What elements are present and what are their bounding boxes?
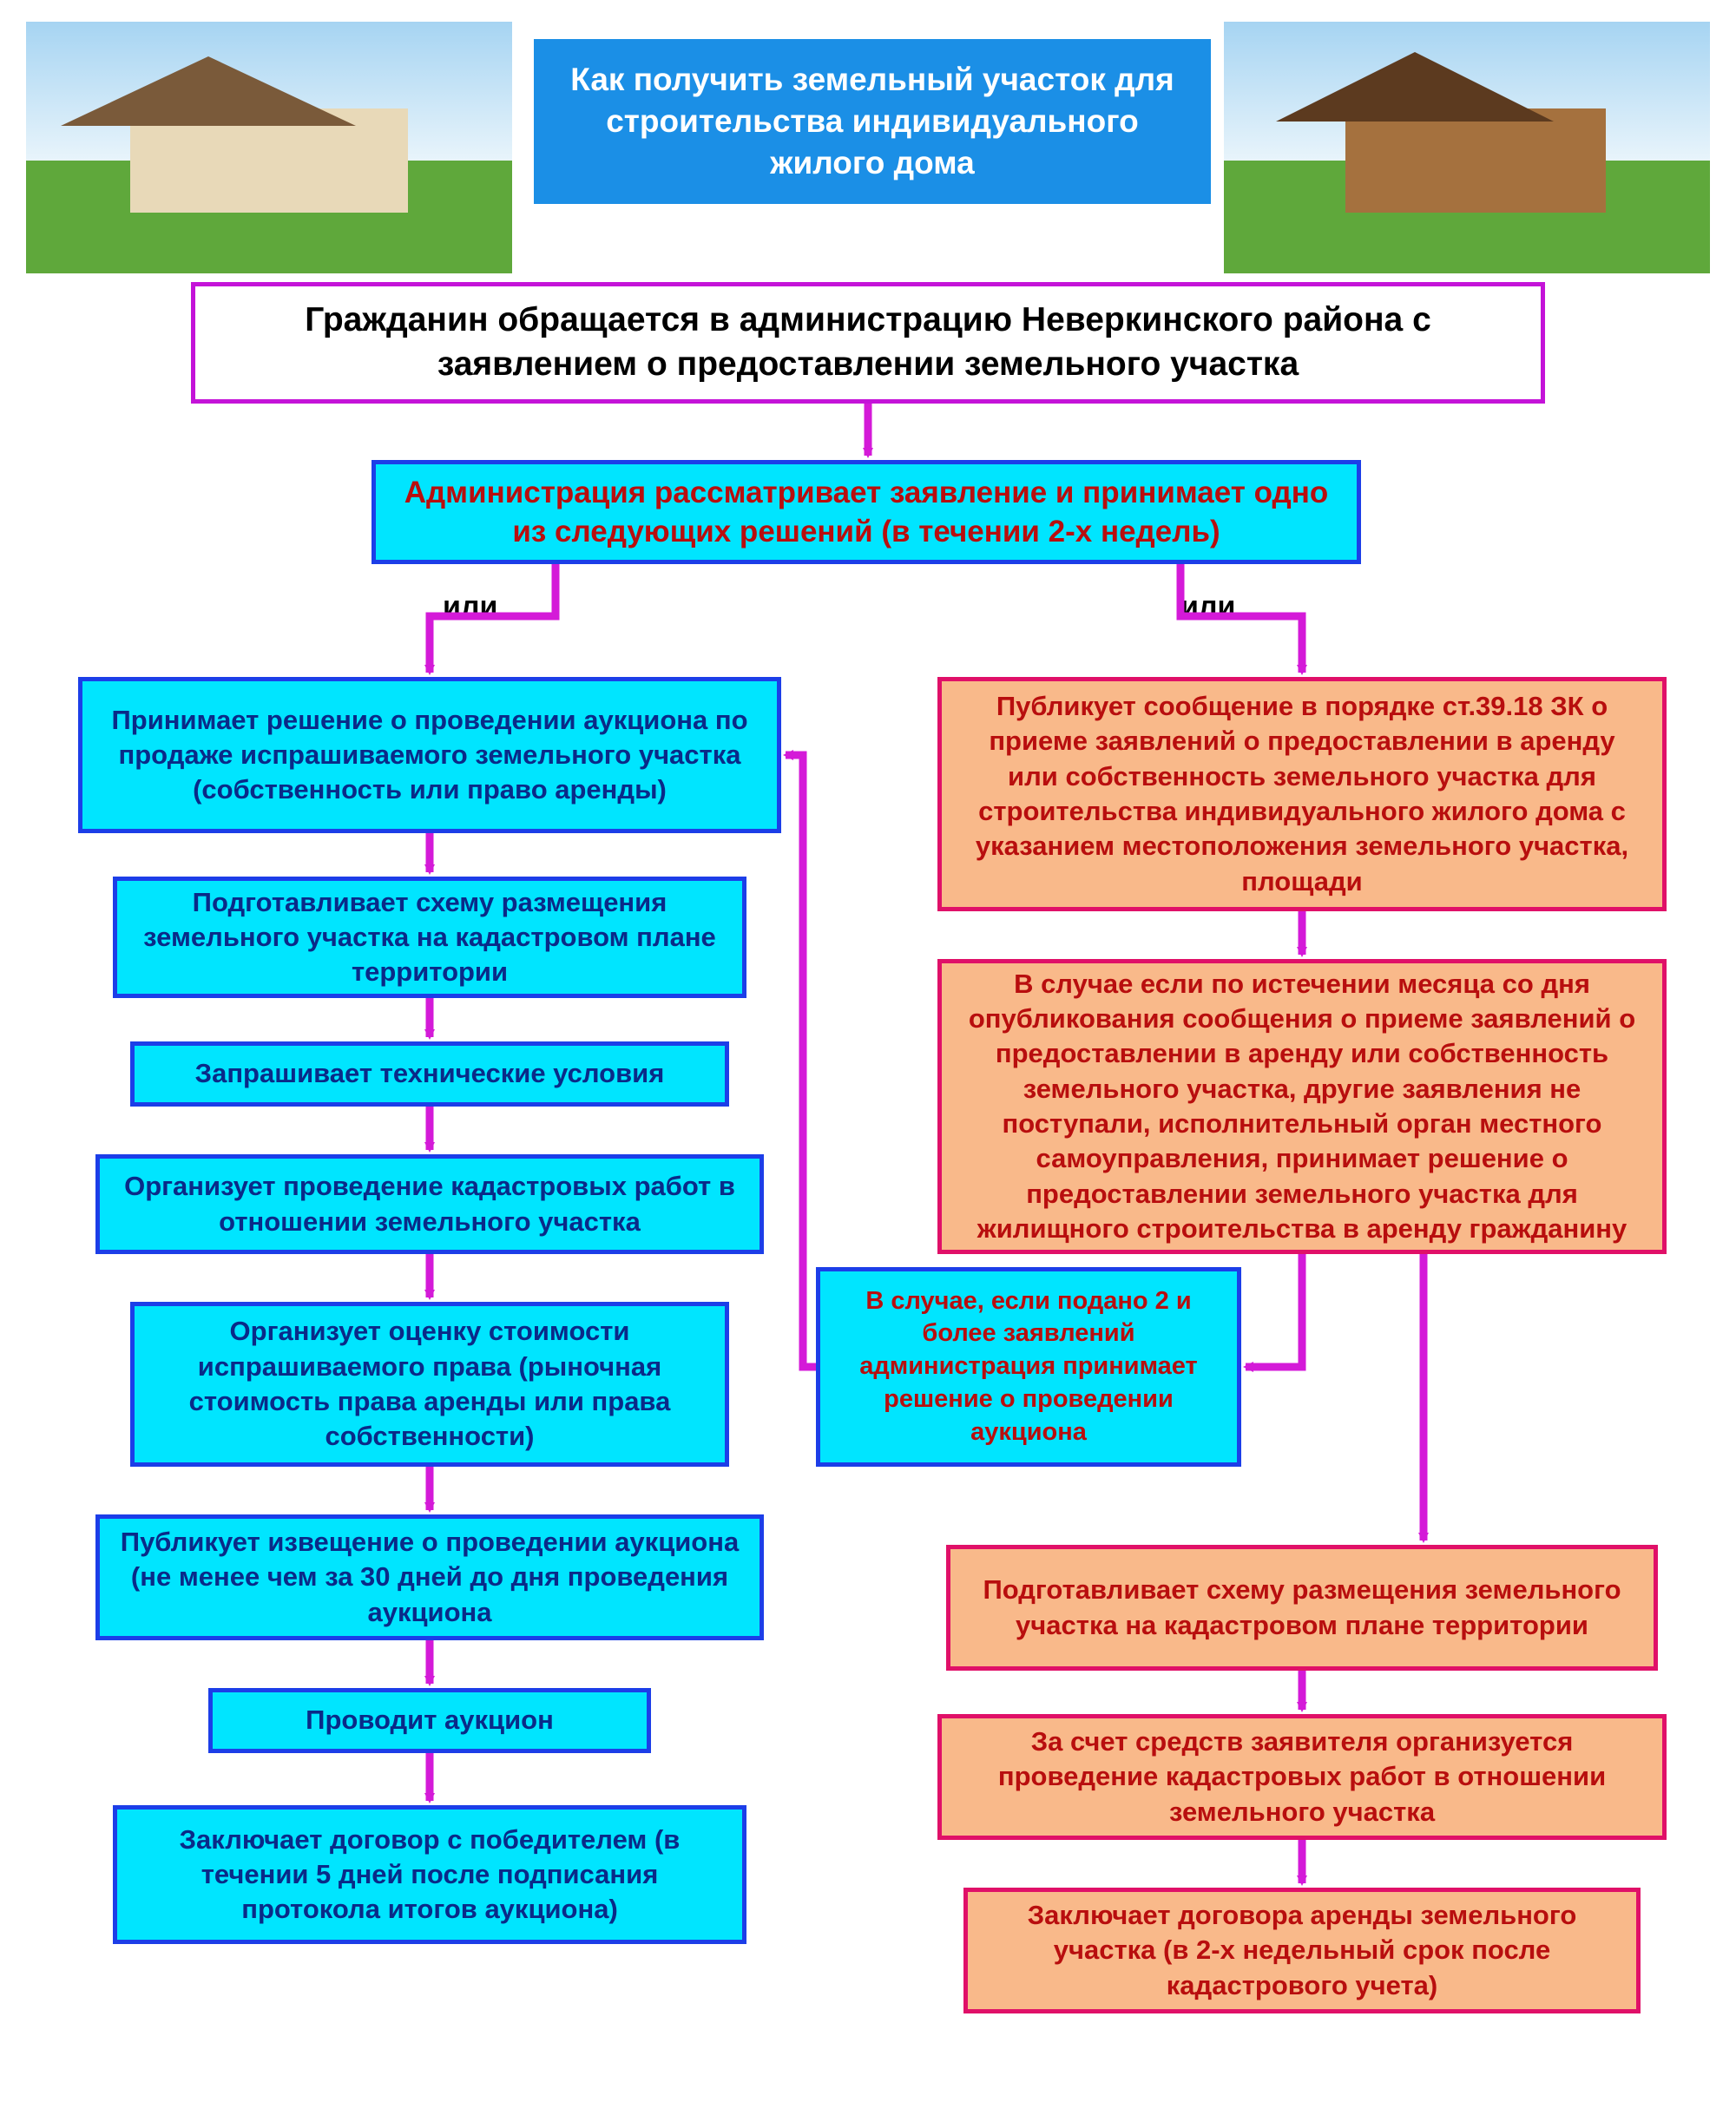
house-left-image: [26, 22, 512, 273]
or-label-left: или: [443, 590, 497, 624]
right-n2: В случае если по истечении месяца со дня…: [937, 959, 1667, 1254]
house-right-image: [1224, 22, 1710, 273]
title-box: Как получить земельный участок для строи…: [534, 39, 1211, 204]
left-n8: Заключает договор с победителем (в течен…: [113, 1805, 746, 1944]
right-n5: Заключает договора аренды земельного уча…: [963, 1888, 1641, 2013]
start-box: Гражданин обращается в администрацию Нев…: [191, 282, 1545, 404]
right-n3: Подготавливает схему размещения земельно…: [946, 1545, 1658, 1671]
left-n2: Подготавливает схему размещения земельно…: [113, 877, 746, 998]
left-n6: Публикует извещение о проведении аукцион…: [95, 1514, 764, 1640]
or-label-right: или: [1180, 590, 1235, 624]
left-n3: Запрашивает технические условия: [130, 1041, 729, 1107]
right-n1: Публикует сообщение в порядке ст.39.18 З…: [937, 677, 1667, 911]
branch-box: В случае, если подано 2 и более заявлени…: [816, 1267, 1241, 1467]
decision-box: Администрация рассматривает заявление и …: [372, 460, 1361, 564]
left-n4: Организует проведение кадастровых работ …: [95, 1154, 764, 1254]
right-n4: За счет средств заявителя организуется п…: [937, 1714, 1667, 1840]
left-n1: Принимает решение о проведении аукциона …: [78, 677, 781, 833]
left-n5: Организует оценку стоимости испрашиваемо…: [130, 1302, 729, 1467]
left-n7: Проводит аукцион: [208, 1688, 651, 1753]
flowchart-canvas: Как получить земельный участок для строи…: [17, 17, 1719, 2085]
